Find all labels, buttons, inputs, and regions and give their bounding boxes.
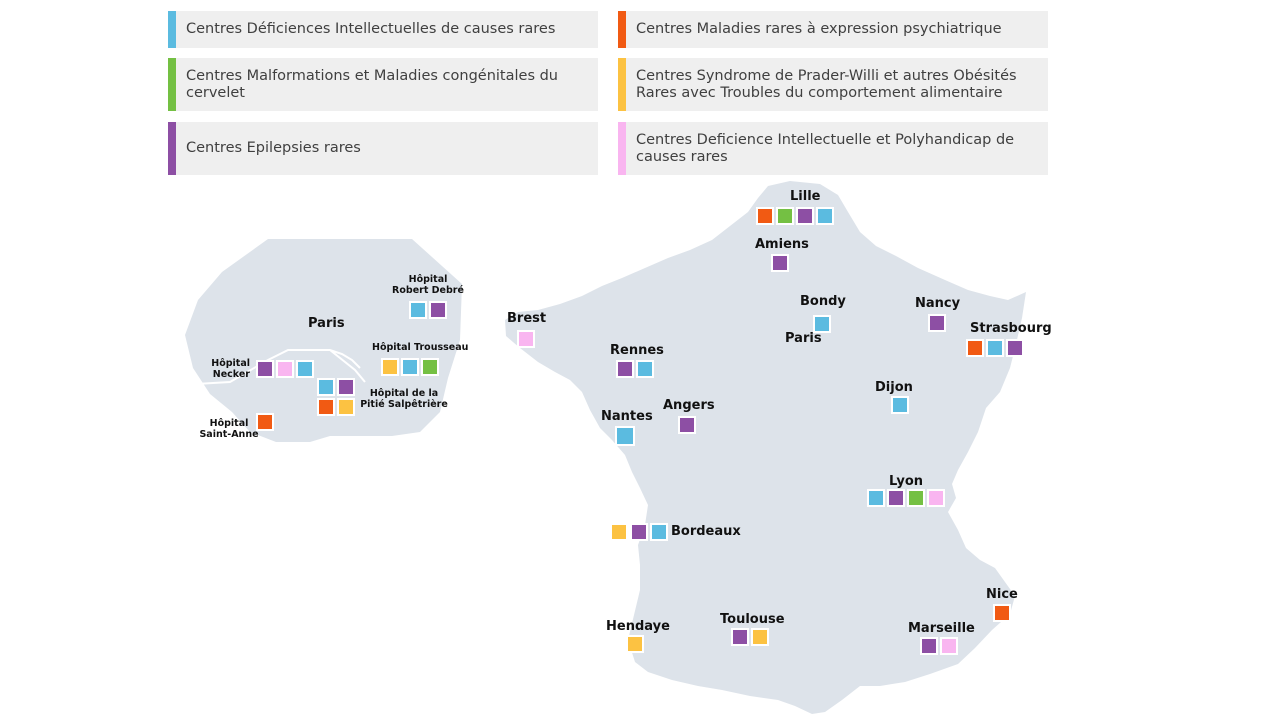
- legend-color-bar: [168, 122, 176, 175]
- legend-label: Centres Malformations et Maladies congén…: [186, 67, 559, 101]
- hospital-label-robert-debre: Hôpital Robert Debré: [392, 274, 464, 296]
- hospital-label-line: Necker: [212, 369, 250, 380]
- marker-lyon-polyhandicap: [927, 489, 945, 507]
- paris-inset-streets: [195, 349, 366, 385]
- marker-marseille-epilepsies: [920, 637, 938, 655]
- marker-robert-debre-deficiences: [409, 301, 427, 319]
- marker-necker-polyhandicap: [276, 360, 294, 378]
- marker-necker-epilepsies: [256, 360, 274, 378]
- marker-angers-epilepsies: [678, 416, 696, 434]
- paris-inset-title: Paris: [308, 316, 345, 331]
- france-outline: [505, 181, 1026, 714]
- hospital-label-line: Hôpital: [209, 418, 249, 429]
- marker-lyon-cervelet: [907, 489, 925, 507]
- city-label-nantes: Nantes: [601, 409, 653, 424]
- city-label-lyon: Lyon: [889, 474, 924, 489]
- legend-color-bar: [618, 58, 626, 111]
- legend-color-bar: [168, 58, 176, 111]
- city-label-bordeaux: Bordeaux: [671, 524, 741, 539]
- marker-lille-deficiences: [816, 207, 834, 225]
- legend-item-maladies-psychiatriques: Centres Maladies rares à expression psyc…: [618, 11, 1048, 48]
- hospital-label-trousseau: Hôpital Trousseau: [372, 342, 469, 353]
- marker-pitie-psychiatrique: [317, 398, 335, 416]
- marker-nancy-epilepsies: [928, 314, 946, 332]
- legend-item-polyhandicap: Centres Deficience Intellectuelle et Pol…: [618, 122, 1048, 175]
- marker-bondy-deficiences: [813, 315, 831, 333]
- city-label-brest: Brest: [507, 311, 547, 326]
- city-label-dijon: Dijon: [875, 380, 913, 395]
- city-label-strasbourg: Strasbourg: [970, 321, 1052, 336]
- marker-bordeaux-deficiences: [650, 523, 668, 541]
- marker-lille-epilepsies: [796, 207, 814, 225]
- city-label-lille: Lille: [790, 189, 821, 204]
- marker-strasbourg-deficiences: [986, 339, 1004, 357]
- marker-brest-polyhandicap: [517, 330, 535, 348]
- city-label-nancy: Nancy: [915, 296, 961, 311]
- legend-label: Centres Déficiences Intellectuelles de c…: [186, 21, 556, 37]
- city-label-amiens: Amiens: [755, 237, 809, 252]
- marker-dijon-deficiences: [891, 396, 909, 414]
- city-label-bondy: Bondy: [800, 294, 846, 309]
- hospital-label-line: Hôpital: [408, 274, 448, 285]
- city-label-nice: Nice: [986, 587, 1018, 602]
- marker-trousseau-prader-willi: [381, 358, 399, 376]
- marker-bordeaux-epilepsies: [630, 523, 648, 541]
- hospital-label-saint-anne: Hôpital Saint-Anne: [198, 418, 260, 440]
- marker-strasbourg-epilepsies: [1006, 339, 1024, 357]
- marker-nantes-deficiences: [615, 426, 635, 446]
- legend-color-bar: [618, 122, 626, 175]
- hospital-label-pitie-salpetriere: Hôpital de la Pitié Salpêtrière: [356, 388, 452, 410]
- hospital-label-line: Hôpital de la: [369, 388, 439, 399]
- legend-color-bar: [618, 11, 626, 48]
- legend-item-epilepsies-rares: Centres Epilepsies rares: [168, 122, 598, 175]
- marker-robert-debre-epilepsies: [429, 301, 447, 319]
- city-label-rennes: Rennes: [610, 343, 664, 358]
- marker-lille-cervelet: [776, 207, 794, 225]
- marker-strasbourg-psychiatrique: [966, 339, 984, 357]
- marker-saint-anne-psychiatrique: [256, 413, 274, 431]
- marker-marseille-polyhandicap: [940, 637, 958, 655]
- marker-necker-deficiences: [296, 360, 314, 378]
- marker-pitie-epilepsies: [337, 378, 355, 396]
- city-label-hendaye: Hendaye: [606, 619, 670, 634]
- marker-lyon-epilepsies: [887, 489, 905, 507]
- marker-rennes-epilepsies: [616, 360, 634, 378]
- city-label-marseille: Marseille: [908, 621, 975, 636]
- marker-nice-psychiatrique: [993, 604, 1011, 622]
- marker-pitie-deficiences: [317, 378, 335, 396]
- marker-hendaye-prader-willi: [626, 635, 644, 653]
- marker-toulouse-epilepsies: [731, 628, 749, 646]
- marker-rennes-deficiences: [636, 360, 654, 378]
- legend-item-prader-willi: Centres Syndrome de Prader-Willi et autr…: [618, 58, 1048, 111]
- hospital-label-line: Pitié Salpêtrière: [360, 399, 448, 410]
- city-label-angers: Angers: [663, 398, 715, 413]
- legend-label: Centres Maladies rares à expression psyc…: [636, 21, 1002, 37]
- marker-lyon-deficiences: [867, 489, 885, 507]
- paris-inset-outline: [185, 239, 462, 442]
- legend-label: Centres Deficience Intellectuelle et Pol…: [636, 131, 1015, 165]
- marker-amiens-epilepsies: [771, 254, 789, 272]
- city-label-paris: Paris: [785, 331, 822, 346]
- marker-bordeaux-prader-willi: [610, 523, 628, 541]
- marker-toulouse-prader-willi: [751, 628, 769, 646]
- legend-item-malformations-cervelet: Centres Malformations et Maladies congén…: [168, 58, 598, 111]
- legend-label: Centres Syndrome de Prader-Willi et autr…: [636, 67, 1017, 101]
- legend-label: Centres Epilepsies rares: [186, 140, 361, 156]
- marker-pitie-prader-willi: [337, 398, 355, 416]
- city-label-toulouse: Toulouse: [720, 612, 785, 627]
- marker-trousseau-cervelet: [421, 358, 439, 376]
- legend-item-deficiences-intellectuelles: Centres Déficiences Intellectuelles de c…: [168, 11, 598, 48]
- hospital-label-necker: Hôpital Necker: [200, 358, 250, 380]
- hospital-label-line: Saint-Anne: [199, 429, 259, 440]
- marker-trousseau-deficiences: [401, 358, 419, 376]
- hospital-label-line: Hôpital: [211, 358, 250, 369]
- hospital-label-line: Robert Debré: [392, 285, 464, 296]
- marker-lille-psychiatrique: [756, 207, 774, 225]
- legend-color-bar: [168, 11, 176, 48]
